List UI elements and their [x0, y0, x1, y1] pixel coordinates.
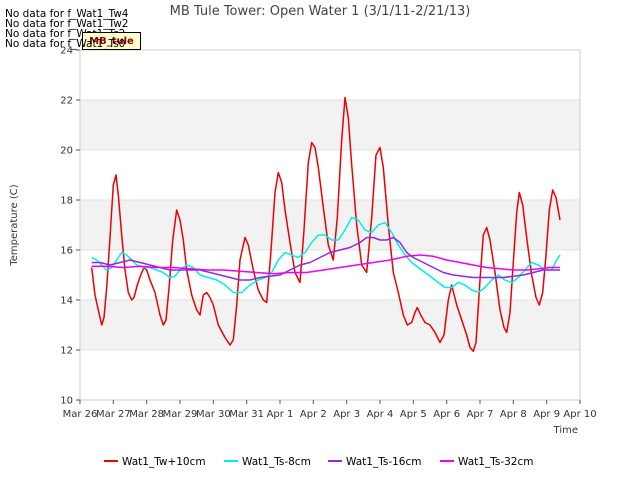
- legend-label: Wat1_Ts-32cm: [458, 456, 534, 468]
- no-data-note: No data for f_Wat1_Ts2: [5, 28, 126, 40]
- x-tick-label: Apr 7: [467, 409, 494, 420]
- x-tick-label: Mar 29: [163, 409, 198, 420]
- series-line: [91, 236, 560, 281]
- y-tick-label: 10: [60, 396, 73, 407]
- series-line: [91, 254, 560, 275]
- x-tick-label: Mar 26: [63, 409, 98, 420]
- x-tick-label: Mar 27: [96, 409, 131, 420]
- x-tick-label: Mar 31: [229, 409, 264, 420]
- background-band: [80, 300, 580, 350]
- y-axis-title: Temperature (C): [9, 184, 20, 266]
- y-tick-label: 18: [60, 196, 73, 207]
- x-tick-label: Apr 9: [533, 409, 560, 420]
- background-band: [80, 200, 580, 250]
- y-tick-label: 12: [60, 346, 73, 357]
- x-tick-label: Apr 8: [500, 409, 527, 420]
- x-tick-label: Mar 30: [196, 409, 231, 420]
- series-line: [90, 96, 561, 353]
- no-data-note: No data for f_Wat1_Tw2: [5, 18, 129, 30]
- x-tick-label: Apr 6: [433, 409, 460, 420]
- y-tick-label: 14: [60, 296, 73, 307]
- y-tick-label: 24: [60, 46, 73, 57]
- x-tick-label: Apr 3: [333, 409, 360, 420]
- y-tick-label: 20: [60, 146, 73, 157]
- x-tick-label: Apr 4: [367, 409, 394, 420]
- no-data-note: No data for f_Wat1_Tw4: [5, 8, 129, 20]
- chart-title: MB Tule Tower: Open Water 1 (3/1/11-2/21…: [170, 4, 471, 19]
- y-tick-label: 22: [60, 96, 73, 107]
- legend-label: Wat1_Tw+10cm: [122, 456, 206, 468]
- legend-label: Wat1_Ts-8cm: [242, 456, 311, 468]
- x-tick-label: Apr 5: [400, 409, 427, 420]
- x-tick-label: Apr 10: [563, 409, 596, 420]
- legend-label: Wat1_Ts-16cm: [346, 456, 422, 468]
- x-tick-label: Apr 1: [267, 409, 294, 420]
- site-label-box: MB_tule: [82, 32, 141, 50]
- no-data-note: No data for f_Wat1_Ts0: [5, 38, 126, 50]
- x-tick-label: Mar 28: [129, 409, 164, 420]
- x-tick-label: Apr 2: [300, 409, 327, 420]
- series-line: [91, 216, 561, 294]
- plot-area-frame: [79, 49, 581, 401]
- y-tick-label: 16: [60, 246, 73, 257]
- background-band: [80, 100, 580, 150]
- x-axis-title: Time: [553, 425, 578, 436]
